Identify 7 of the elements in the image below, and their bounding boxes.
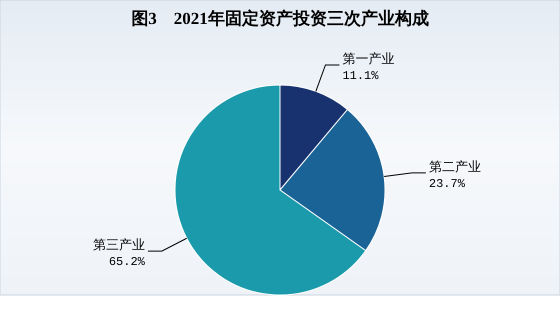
slice-label: 第三产业 (92, 237, 145, 252)
chart-title: 图3 2021年固定资产投资三次产业构成 (131, 9, 429, 28)
data-label: 11.1% (342, 69, 380, 84)
slice-label: 第一产业 (342, 51, 394, 66)
data-label: 23.7% (428, 176, 466, 191)
slice-label: 第二产业 (428, 158, 481, 174)
data-label: 65.2% (108, 255, 146, 270)
